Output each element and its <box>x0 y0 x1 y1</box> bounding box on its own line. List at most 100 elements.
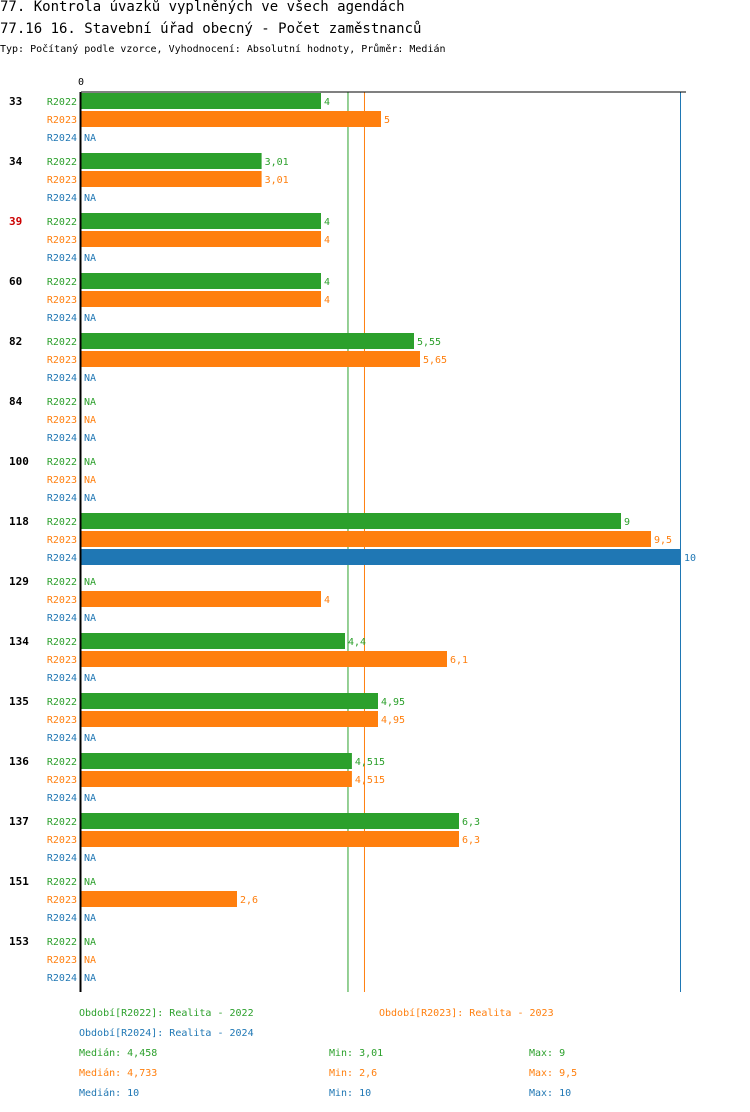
bar-137-r2022 <box>81 813 459 829</box>
series-label-33-r2023: R2023 <box>47 115 77 126</box>
series-label-153-r2022: R2022 <box>47 937 77 948</box>
legend-period-2024: Období[R2024]: Realita - 2024 <box>79 1028 254 1039</box>
value-label-137-r2022: 6,3 <box>462 817 480 828</box>
value-label-151-r2023: 2,6 <box>240 895 258 906</box>
chart-type-line: Typ: Počítaný podle vzorce, Vyhodnocení:… <box>0 44 446 55</box>
value-label-153-r2024: NA <box>84 973 96 984</box>
series-label-118-r2024: R2024 <box>47 553 77 564</box>
value-label-39-r2024: NA <box>84 253 96 264</box>
legend-period-2023: Období[R2023]: Realita - 2023 <box>379 1008 554 1019</box>
value-label-33-r2022: 4 <box>324 97 330 108</box>
value-label-84-r2023: NA <box>84 415 96 426</box>
group-label-153: 153 <box>9 935 29 948</box>
group-label-135: 135 <box>9 695 29 708</box>
series-label-100-r2023: R2023 <box>47 475 77 486</box>
bar-118-r2023 <box>81 531 651 547</box>
chart-subtitle: 77.16 16. Stavební úřad obecný - Počet z… <box>0 21 422 37</box>
series-label-151-r2022: R2022 <box>47 877 77 888</box>
bar-135-r2023 <box>81 711 378 727</box>
group-label-129: 129 <box>9 575 29 588</box>
series-label-84-r2024: R2024 <box>47 433 77 444</box>
value-label-60-r2022: 4 <box>324 277 330 288</box>
series-label-60-r2023: R2023 <box>47 295 77 306</box>
value-label-34-r2024: NA <box>84 193 96 204</box>
series-label-151-r2023: R2023 <box>47 895 77 906</box>
series-label-134-r2022: R2022 <box>47 637 77 648</box>
bar-60-r2023 <box>81 291 321 307</box>
series-label-82-r2023: R2023 <box>47 355 77 366</box>
value-label-137-r2024: NA <box>84 853 96 864</box>
group-label-137: 137 <box>9 815 29 828</box>
bar-34-r2022 <box>81 153 262 169</box>
value-label-118-r2023: 9,5 <box>654 535 672 546</box>
series-label-151-r2024: R2024 <box>47 913 77 924</box>
value-label-82-r2022: 5,55 <box>417 337 441 348</box>
series-label-136-r2024: R2024 <box>47 793 77 804</box>
series-label-100-r2024: R2024 <box>47 493 77 504</box>
value-label-129-r2024: NA <box>84 613 96 624</box>
series-label-129-r2023: R2023 <box>47 595 77 606</box>
value-label-100-r2023: NA <box>84 475 96 486</box>
value-label-129-r2023: 4 <box>324 595 330 606</box>
series-label-34-r2024: R2024 <box>47 193 77 204</box>
legend-median-2023: Medián: 4,733 <box>79 1068 158 1079</box>
series-label-34-r2023: R2023 <box>47 175 77 186</box>
value-label-39-r2023: 4 <box>324 235 330 246</box>
chart-title: 77. Kontrola úvazků vyplněných ve všech … <box>0 0 405 15</box>
series-label-135-r2022: R2022 <box>47 697 77 708</box>
group-label-34: 34 <box>9 155 23 168</box>
series-label-118-r2023: R2023 <box>47 535 77 546</box>
series-label-129-r2024: R2024 <box>47 613 77 624</box>
series-label-136-r2023: R2023 <box>47 775 77 786</box>
legend-median-2022: Medián: 4,458 <box>79 1048 158 1059</box>
series-label-134-r2023: R2023 <box>47 655 77 666</box>
value-label-129-r2022: NA <box>84 577 96 588</box>
series-label-153-r2023: R2023 <box>47 955 77 966</box>
series-label-82-r2024: R2024 <box>47 373 77 384</box>
series-label-137-r2022: R2022 <box>47 817 77 828</box>
bar-82-r2022 <box>81 333 414 349</box>
series-label-137-r2023: R2023 <box>47 835 77 846</box>
legend-min-2024: Min: 10 <box>329 1088 372 1099</box>
value-label-151-r2024: NA <box>84 913 96 924</box>
bar-129-r2023 <box>81 591 321 607</box>
value-label-39-r2022: 4 <box>324 217 330 228</box>
legend-median-2024: Medián: 10 <box>79 1088 140 1099</box>
legend-min-2023: Min: 2,6 <box>329 1068 378 1079</box>
bar-118-r2022 <box>81 513 621 529</box>
legend-period-2022: Období[R2022]: Realita - 2022 <box>79 1008 254 1019</box>
value-label-34-r2023: 3,01 <box>265 175 289 186</box>
value-label-135-r2024: NA <box>84 733 96 744</box>
group-label-134: 134 <box>9 635 29 648</box>
bar-135-r2022 <box>81 693 378 709</box>
value-label-100-r2022: NA <box>84 457 96 468</box>
value-label-82-r2024: NA <box>84 373 96 384</box>
value-label-84-r2022: NA <box>84 397 96 408</box>
series-label-34-r2022: R2022 <box>47 157 77 168</box>
value-label-135-r2023: 4,95 <box>381 715 405 726</box>
value-label-137-r2023: 6,3 <box>462 835 480 846</box>
value-label-136-r2024: NA <box>84 793 96 804</box>
bar-136-r2022 <box>81 753 352 769</box>
bar-134-r2023 <box>81 651 447 667</box>
value-label-153-r2022: NA <box>84 937 96 948</box>
axis-zero-label: 0 <box>78 77 84 88</box>
group-label-118: 118 <box>9 515 29 528</box>
value-label-82-r2023: 5,65 <box>423 355 447 366</box>
value-label-134-r2024: NA <box>84 673 96 684</box>
value-label-33-r2023: 5 <box>384 115 390 126</box>
value-label-136-r2023: 4,515 <box>355 775 385 786</box>
group-label-151: 151 <box>9 875 29 888</box>
bar-33-r2023 <box>81 111 381 127</box>
value-label-134-r2022: 4,4 <box>348 637 366 648</box>
series-label-60-r2022: R2022 <box>47 277 77 288</box>
series-label-33-r2024: R2024 <box>47 133 77 144</box>
series-label-39-r2022: R2022 <box>47 217 77 228</box>
bar-39-r2023 <box>81 231 321 247</box>
bar-151-r2023 <box>81 891 237 907</box>
series-label-129-r2022: R2022 <box>47 577 77 588</box>
series-label-136-r2022: R2022 <box>47 757 77 768</box>
value-label-135-r2022: 4,95 <box>381 697 405 708</box>
bar-34-r2023 <box>81 171 262 187</box>
value-label-153-r2023: NA <box>84 955 96 966</box>
